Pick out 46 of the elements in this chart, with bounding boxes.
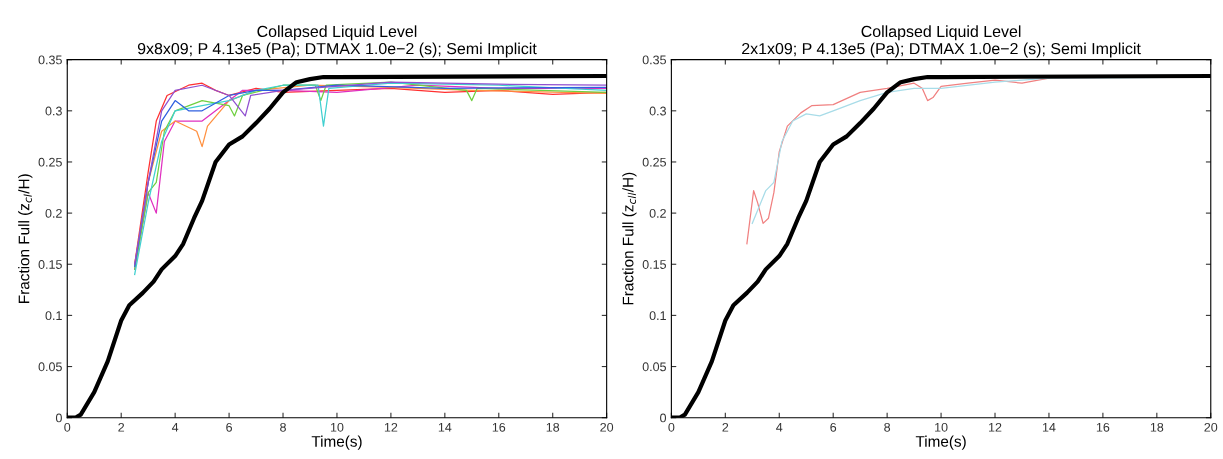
x-tick-label: 8: [280, 422, 286, 432]
chart-subtitle: 2x1x09; P 4.13e5 (Pa); DTMAX 1.0e−2 (s); Semi Implicit: [742, 42, 1141, 58]
y-tick-label: 0.1: [45, 311, 62, 321]
x-tick-label: 0: [64, 422, 71, 432]
x-tick-label: 20: [600, 422, 614, 432]
y-tick-label: 0.3: [649, 106, 666, 116]
y-axis-title: Fraction Full (z$_{cl}$/H): [18, 174, 33, 303]
y-tick-label: 0.35: [642, 55, 666, 65]
y-tick-label: 0: [55, 413, 62, 423]
chart-title: Collapsed Liquid Level: [257, 25, 417, 41]
x-tick-label: 4: [171, 423, 179, 432]
x-tick-label: 12: [989, 422, 1002, 432]
x-tick-label: 0: [668, 422, 675, 432]
x-tick-label: 16: [1096, 422, 1110, 432]
y-tick-label: 0.1: [649, 311, 666, 321]
x-tick-label: 18: [1150, 422, 1164, 432]
chart-subtitle: 9x8x09; P 4.13e5 (Pa); DTMAX 1.0e−2 (s); Semi Implicit: [137, 42, 537, 58]
x-tick-label: 8: [884, 422, 891, 432]
x-tick-label: 12: [384, 422, 398, 432]
y-tick-label: 0.05: [642, 362, 666, 372]
y-tick-label: 0.05: [38, 362, 62, 372]
x-tick-label: 18: [546, 422, 560, 432]
x-tick-label: 20: [1204, 422, 1218, 432]
y-tick-label: 0.15: [38, 260, 62, 269]
x-tick-label: 4: [776, 423, 783, 432]
x-tick-label: 14: [438, 423, 452, 432]
y-tick-label: 0.3: [45, 106, 62, 116]
x-tick-label: 14: [1042, 423, 1056, 432]
x-tick-label: 10: [935, 422, 948, 432]
x-axis-title: Time(s): [915, 435, 966, 450]
y-axis-title: Fraction Full (z$_{cll}$/H): [622, 172, 637, 305]
y-tick-label: 0: [660, 413, 667, 423]
y-tick-label: 0.25: [642, 157, 666, 167]
x-tick-label: 10: [330, 422, 344, 432]
y-tick-label: 0.25: [38, 157, 62, 167]
x-axis-title: Time(s): [311, 435, 362, 450]
y-tick-label: 0.2: [45, 208, 62, 218]
x-tick-label: 16: [492, 422, 506, 432]
x-tick-label: 2: [118, 422, 125, 432]
x-tick-label: 2: [722, 422, 729, 432]
x-tick-label: 6: [830, 422, 837, 432]
chart-title: Collapsed Liquid Level: [861, 25, 1021, 41]
y-tick-label: 0.15: [642, 260, 666, 269]
y-tick-label: 0.2: [649, 208, 666, 218]
y-tick-label: 0.35: [38, 55, 62, 65]
x-tick-label: 6: [226, 422, 233, 432]
